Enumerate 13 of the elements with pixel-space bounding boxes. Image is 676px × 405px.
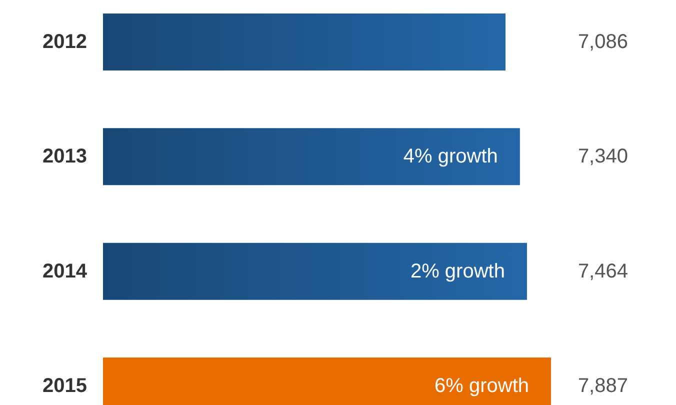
annotation: 4% growth xyxy=(403,146,498,168)
y-tick-label: 2012 xyxy=(42,31,87,53)
data-label: 7,086 xyxy=(578,31,628,53)
annotation: 2% growth xyxy=(410,260,505,282)
data-label: 7,464 xyxy=(578,260,628,282)
bar xyxy=(103,128,520,186)
annotation: 6% growth xyxy=(434,375,529,397)
y-tick-label: 2014 xyxy=(42,260,88,282)
data-label: 7,340 xyxy=(578,146,628,168)
y-tick-label: 2013 xyxy=(42,146,87,168)
y-tick-label: 2015 xyxy=(42,375,87,397)
data-label: 7,887 xyxy=(578,375,628,397)
bar xyxy=(103,14,506,70)
